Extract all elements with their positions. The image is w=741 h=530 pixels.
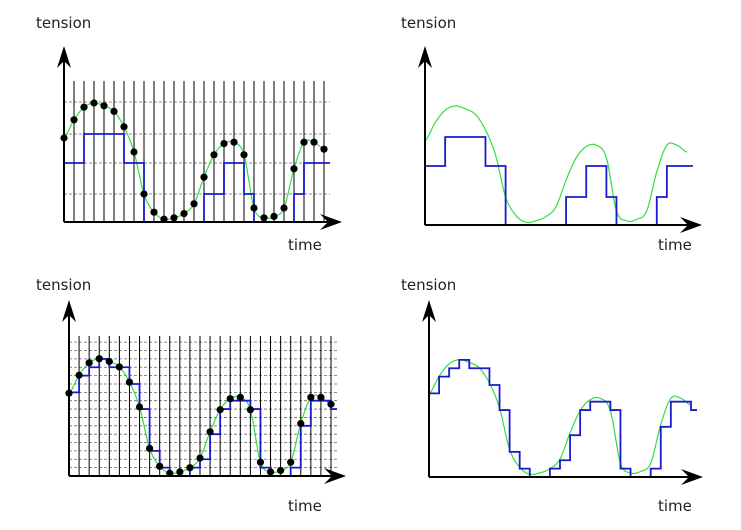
sample-point: [190, 200, 198, 208]
sample-point: [266, 468, 275, 476]
sample-point: [186, 464, 194, 472]
sample-point: [297, 419, 305, 428]
sample-point: [300, 138, 308, 146]
sample-point: [80, 103, 88, 111]
x-axis-arrow-icon: [324, 468, 346, 484]
sample-point: [95, 355, 103, 363]
y-axis-arrow-icon: [57, 46, 71, 68]
sample-point: [125, 378, 134, 386]
sample-point: [200, 173, 208, 181]
y-axis-label-bottom-right: tension: [401, 276, 457, 294]
y-axis-label-top-right: tension: [401, 14, 457, 32]
sample-point: [317, 393, 325, 401]
x-axis-label-bottom-left: time: [288, 497, 322, 515]
sample-point: [170, 214, 178, 222]
sample-point: [220, 140, 228, 148]
sample-point: [196, 454, 204, 462]
x-axis-arrow-icon: [320, 214, 342, 230]
y-axis-arrow-icon: [62, 300, 76, 322]
sample-point: [260, 214, 268, 222]
y-axis-arrow-icon: [422, 300, 436, 322]
panel-bottom-left-16-level-sampling: [62, 300, 346, 484]
sample-point: [310, 138, 318, 146]
quantized-step-signal: [429, 358, 697, 478]
x-axis-label-top-right: time: [658, 236, 692, 254]
sample-point: [210, 151, 218, 159]
sample-point: [146, 444, 154, 452]
y-axis-label-top-left: tension: [36, 14, 92, 32]
y-axis-arrow-icon: [418, 46, 432, 68]
x-axis-arrow-icon: [680, 217, 702, 233]
analog-signal-curve: [428, 359, 692, 476]
sample-point: [307, 393, 315, 401]
analog-signal-curve: [424, 105, 688, 224]
sample-point: [85, 359, 93, 367]
sample-point: [115, 363, 123, 371]
sample-point: [206, 428, 214, 436]
sample-point: [100, 102, 108, 110]
sample-point: [246, 406, 254, 414]
sample-point: [90, 99, 98, 107]
sample-point: [135, 403, 144, 411]
sample-point: [160, 215, 168, 223]
sample-point: [277, 466, 285, 475]
sample-point: [250, 204, 258, 212]
sample-point: [156, 462, 164, 470]
sample-point: [256, 458, 265, 466]
sample-point: [176, 468, 184, 476]
sample-point: [226, 395, 234, 403]
panel-bottom-right-16-level-result: [422, 300, 703, 485]
sample-point: [140, 190, 148, 198]
sample-point: [270, 212, 278, 220]
x-axis-label-top-left: time: [288, 236, 322, 254]
sample-point: [240, 151, 248, 159]
sample-point: [287, 458, 295, 466]
y-axis-label-bottom-left: tension: [36, 276, 92, 294]
sample-point: [75, 371, 83, 379]
sample-point: [280, 204, 288, 212]
x-axis-label-bottom-right: time: [658, 497, 692, 515]
sample-point: [236, 393, 244, 401]
sample-point: [105, 357, 113, 366]
sample-point: [110, 107, 118, 115]
sample-point: [130, 148, 138, 156]
sample-point: [327, 400, 335, 408]
panel-top-right-4-level-result: [418, 46, 702, 233]
sample-point: [180, 210, 188, 218]
sample-point: [290, 165, 298, 173]
sample-point: [320, 145, 328, 153]
sample-point: [216, 406, 224, 414]
sample-point: [120, 123, 128, 131]
sample-point: [70, 116, 78, 124]
x-axis-arrow-icon: [681, 469, 703, 485]
quantized-step-signal: [425, 136, 693, 226]
sample-point: [230, 138, 238, 146]
sample-point: [150, 208, 158, 216]
panel-top-left-4-level-sampling: [57, 46, 342, 230]
